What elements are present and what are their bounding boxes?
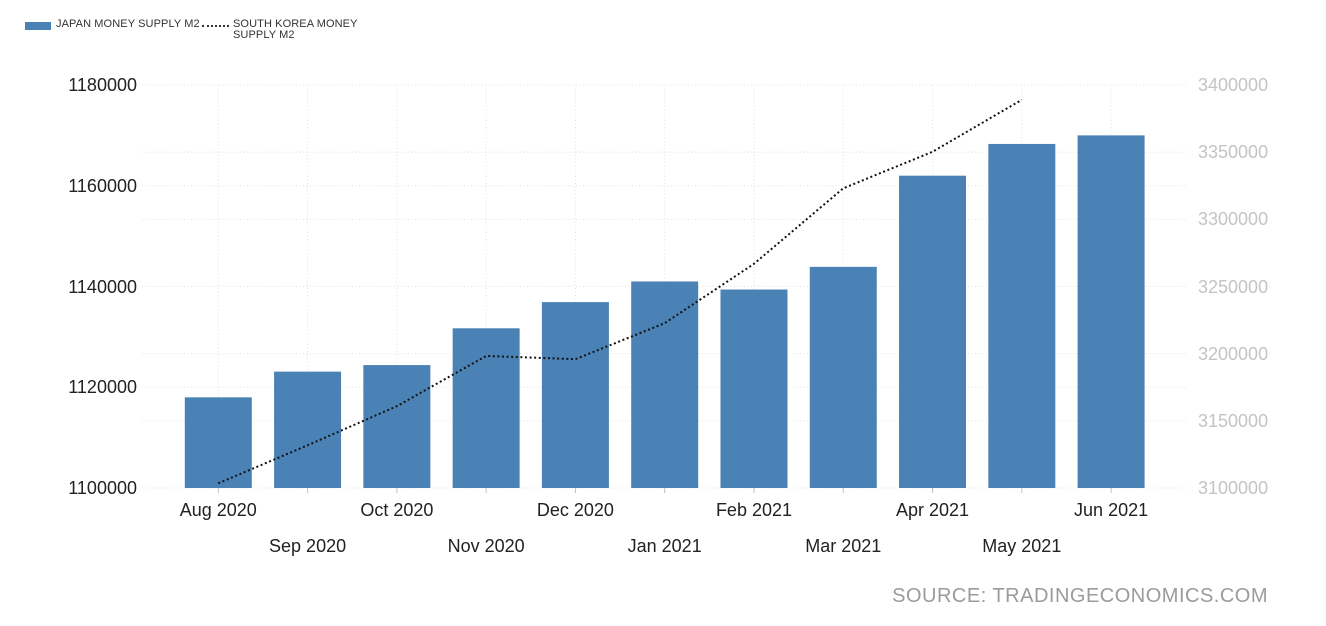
x-axis-label-jan-2021: Jan 2021 [627, 536, 702, 556]
bar-may-2021 [988, 143, 1056, 488]
legend-item-japan-m2: JAPAN MONEY SUPPLY M2 [25, 19, 200, 30]
x-axis-label-aug-2020: Aug 2020 [179, 500, 257, 520]
legend-label-south-korea-m2: SOUTH KOREA MONEY SUPPLY M2 [233, 18, 358, 41]
x-axis-label-apr-2021: Apr 2021 [896, 500, 970, 520]
x-axis-label-nov-2020: Nov 2020 [447, 536, 525, 556]
x-axis-label-sep-2020: Sep 2020 [269, 536, 347, 556]
y-axis-left-tick-label: 1160000 [68, 175, 137, 196]
bar-mar-2021 [809, 266, 877, 488]
y-axis-right-tick-label: 3400000 [1198, 75, 1269, 95]
legend-label-japan-m2: JAPAN MONEY SUPPLY M2 [56, 18, 200, 30]
bar-dec-2020 [541, 302, 609, 488]
bar-sep-2020 [274, 371, 342, 488]
x-axis-label-oct-2020: Oct 2020 [360, 500, 434, 520]
x-axis-label-mar-2021: Mar 2021 [805, 536, 882, 556]
source-attribution: SOURCE: TRADINGECONOMICS.COM [892, 585, 1268, 607]
bar-nov-2020 [452, 328, 520, 488]
y-axis-right-tick-label: 3300000 [1198, 209, 1269, 230]
bar-jun-2021 [1077, 135, 1145, 488]
bar-oct-2020 [363, 365, 431, 488]
bar-jan-2021 [631, 281, 699, 488]
bar-apr-2021 [899, 175, 967, 489]
y-axis-left-tick-label: 1180000 [68, 75, 137, 95]
legend-item-south-korea-m2: SOUTH KOREA MONEY SUPPLY M2 [202, 19, 389, 41]
y-axis-left-tick-label: 1140000 [68, 276, 137, 297]
legend-dotted-line-swatch [202, 25, 229, 27]
y-axis-right-tick-label: 3100000 [1198, 478, 1269, 498]
y-axis-right-tick-label: 3350000 [1198, 142, 1269, 163]
bar-aug-2020 [184, 397, 252, 488]
y-axis-right-tick-label: 3250000 [1198, 276, 1269, 297]
x-axis-label-jun-2021: Jun 2021 [1074, 500, 1149, 520]
bar-feb-2021 [720, 289, 788, 488]
line-series-south-korea-m2 [217, 98, 1023, 485]
x-axis-label-feb-2021: Feb 2021 [715, 500, 792, 520]
legend-bar-swatch [25, 22, 51, 30]
y-axis-left-tick-label: 1100000 [68, 478, 137, 498]
x-axis-label-may-2021: May 2021 [982, 536, 1062, 556]
y-axis-right-tick-label: 3150000 [1198, 410, 1269, 431]
x-axis-label-dec-2020: Dec 2020 [536, 500, 614, 520]
y-axis-right-tick-label: 3200000 [1198, 343, 1269, 364]
y-axis-left-tick-label: 1120000 [68, 377, 137, 398]
